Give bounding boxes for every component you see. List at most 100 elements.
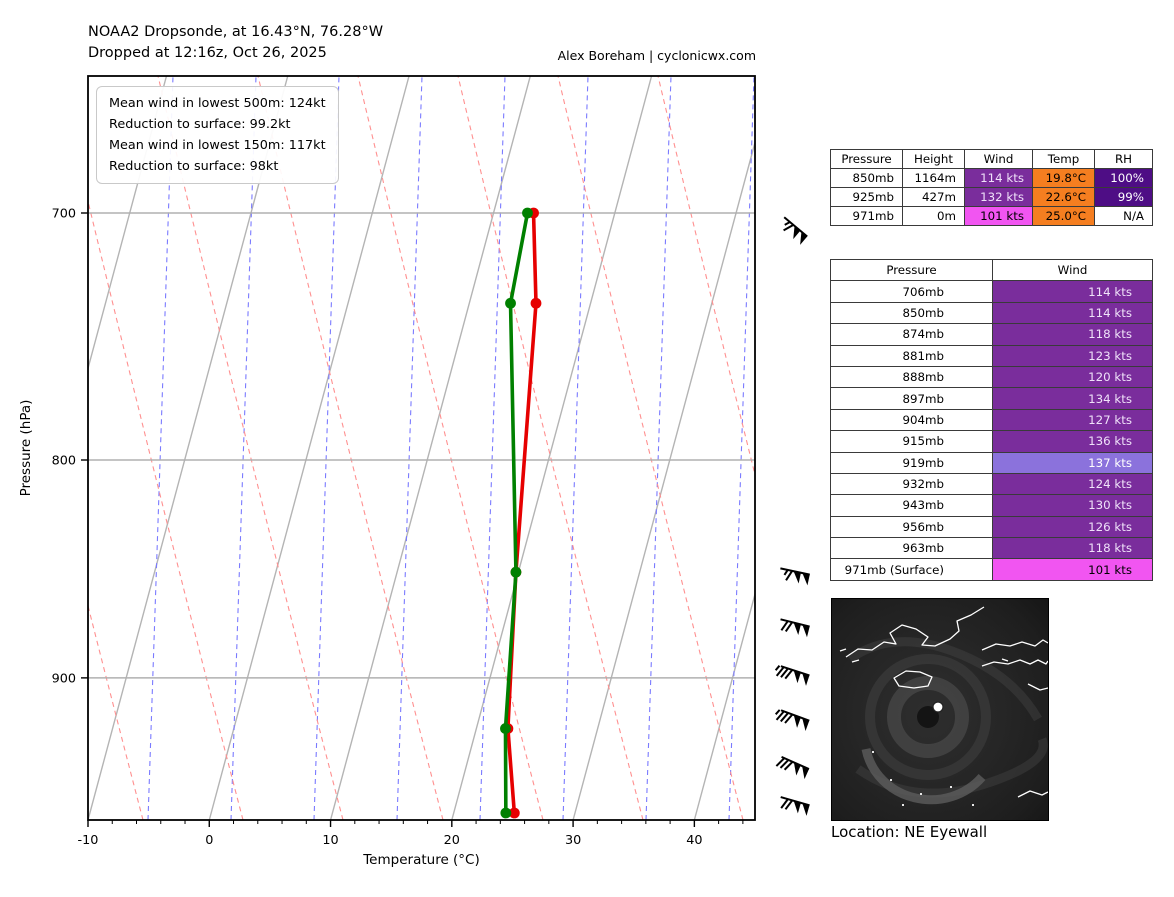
wind-barb bbox=[775, 755, 810, 780]
pressure-cell: 897mb bbox=[830, 387, 993, 410]
mean-wind-info-box: Mean wind in lowest 500m: 124kt Reductio… bbox=[96, 86, 339, 184]
isotherm-line bbox=[572, 139, 755, 820]
pressure-cell: 932mb bbox=[830, 472, 993, 496]
hurricane-eye bbox=[917, 706, 939, 728]
isotherm-line bbox=[88, 76, 168, 372]
isotherm-line bbox=[208, 76, 410, 820]
wind-cell: 137 kts bbox=[992, 451, 1153, 474]
y-tick-label: 800 bbox=[52, 454, 76, 469]
x-tick-label: 40 bbox=[686, 833, 702, 848]
y-tick-label: 700 bbox=[52, 207, 76, 222]
pressure-cell: 956mb bbox=[830, 515, 993, 539]
info-line-2: Reduction to surface: 99.2kt bbox=[109, 117, 291, 132]
x-tick-label: 20 bbox=[444, 833, 460, 848]
cloud-speckles bbox=[872, 751, 974, 806]
mixing-ratio-line bbox=[147, 76, 174, 820]
wind-cell: 134 kts bbox=[992, 387, 1153, 410]
pressure-cell: 888mb bbox=[830, 365, 993, 389]
wind-cell: 118 kts bbox=[992, 323, 1153, 346]
column-header: Temp bbox=[1032, 149, 1095, 169]
table-row: 971mb (Surface) 101 kts bbox=[830, 558, 1153, 581]
rh-cell: 100% bbox=[1094, 168, 1153, 188]
x-tick-label: 10 bbox=[322, 833, 338, 848]
wind-cell: 114 kts bbox=[964, 168, 1033, 188]
wind-cell: 127 kts bbox=[992, 408, 1153, 432]
height-cell: 427m bbox=[902, 187, 965, 207]
pressure-cell: 706mb bbox=[830, 280, 993, 303]
wind-cell: 120 kts bbox=[992, 365, 1153, 389]
column-header: RH bbox=[1094, 149, 1153, 169]
temp-cell: 19.8°C bbox=[1032, 168, 1095, 188]
dewpoint-marker bbox=[505, 297, 516, 309]
wind-barb bbox=[774, 709, 810, 731]
pressure-cell: 904mb bbox=[830, 408, 993, 432]
wind-barb bbox=[780, 796, 810, 816]
table-row: 932mb 124 kts bbox=[830, 472, 1153, 496]
moist-adiabat-line bbox=[657, 76, 755, 477]
dewpoint-marker bbox=[500, 723, 511, 734]
temperature-marker bbox=[508, 807, 520, 819]
isotherm-line bbox=[451, 76, 653, 820]
rh-cell: N/A bbox=[1094, 206, 1153, 226]
moist-adiabat-line bbox=[457, 76, 644, 820]
mixing-ratio-line bbox=[313, 76, 340, 820]
pressure-cell: 925mb bbox=[830, 187, 903, 207]
table-row: 706mb 114 kts bbox=[830, 280, 1153, 303]
satellite-image bbox=[831, 598, 1049, 821]
pressure-cell: 971mb bbox=[830, 206, 903, 226]
pressure-cell: 963mb bbox=[830, 537, 993, 560]
moist-adiabat-line bbox=[157, 76, 344, 820]
table-row: 874mb 118 kts bbox=[830, 323, 1153, 346]
x-tick-label: 30 bbox=[565, 833, 581, 848]
moist-adiabat-line bbox=[557, 76, 744, 820]
wind-speed-table: Pressure Wind 706mb 114 kts 850mb 114 kts 874m… bbox=[830, 258, 1153, 581]
isotherm-line bbox=[329, 76, 531, 820]
table-row: 904mb 127 kts bbox=[830, 408, 1153, 432]
table-row: 971mb 0m 101 kts 25.0°C N/A bbox=[830, 206, 1153, 226]
pressure-cell: 850mb bbox=[830, 168, 903, 188]
moist-adiabat-line bbox=[357, 76, 544, 820]
temp-cell: 25.0°C bbox=[1032, 206, 1095, 226]
moist-adiabat-line bbox=[257, 76, 444, 820]
wind-cell: 123 kts bbox=[992, 344, 1153, 367]
pressure-cell: 850mb bbox=[830, 301, 993, 325]
table-row: 956mb 126 kts bbox=[830, 515, 1153, 539]
wind-cell: 114 kts bbox=[992, 280, 1153, 303]
coastlines bbox=[839, 606, 1049, 798]
wind-barb bbox=[783, 216, 808, 245]
table-row: 850mb 1164m 114 kts 19.8°C 100% bbox=[830, 168, 1153, 188]
y-tick-label: 900 bbox=[52, 671, 76, 686]
info-line-3: Mean wind in lowest 150m: 117kt bbox=[109, 138, 326, 153]
table-row: 850mb 114 kts bbox=[830, 301, 1153, 325]
wind-barb bbox=[780, 618, 810, 638]
wind-cell: 136 kts bbox=[992, 430, 1153, 453]
isotherm-line bbox=[693, 591, 755, 820]
wind-cell: 101 kts bbox=[964, 206, 1033, 226]
wind-barb bbox=[780, 567, 810, 586]
credit-text: Alex Boreham | cyclonicwx.com bbox=[557, 48, 756, 63]
wind-cell: 101 kts bbox=[992, 558, 1153, 581]
dewpoint-marker bbox=[522, 207, 533, 219]
location-caption: Location: NE Eyewall bbox=[831, 823, 988, 841]
pressure-cell: 943mb bbox=[830, 494, 993, 517]
moist-adiabat-line bbox=[88, 603, 144, 820]
height-cell: 1164m bbox=[902, 168, 965, 188]
temp-cell: 22.6°C bbox=[1032, 187, 1095, 207]
table-row: 881mb 123 kts bbox=[830, 344, 1153, 367]
surface-levels-table: Pressure Height Wind Temp RH 850mb 1164m 114 kt… bbox=[830, 149, 1153, 226]
column-header: Wind bbox=[992, 258, 1153, 282]
x-tick-label: 0 bbox=[205, 833, 213, 848]
y-axis-label: Pressure (hPa) bbox=[18, 400, 34, 497]
x-axis-label: Temperature (°C) bbox=[362, 852, 480, 868]
moist-adiabat-line bbox=[88, 199, 244, 820]
mixing-ratio-line bbox=[396, 76, 423, 820]
mixing-ratio-line bbox=[645, 76, 672, 820]
plot-border bbox=[87, 75, 756, 821]
table-row: 915mb 136 kts bbox=[830, 430, 1153, 453]
table-row: 963mb 118 kts bbox=[830, 537, 1153, 560]
plot-area bbox=[88, 76, 755, 820]
table-row: 897mb 134 kts bbox=[830, 387, 1153, 410]
isotherm-line bbox=[88, 76, 289, 820]
